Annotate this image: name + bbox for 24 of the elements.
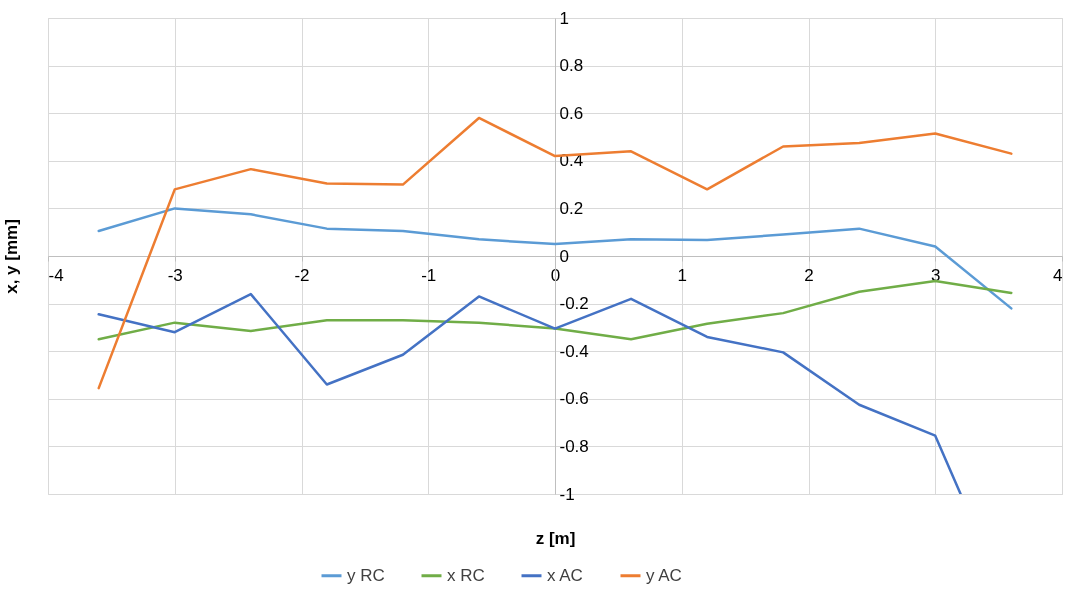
x-tick-label: -4 [48,265,64,285]
legend-label: x AC [547,565,583,585]
y-tick-label: 1 [559,8,569,28]
x-tick-label: 2 [804,265,814,285]
x-tick-label: 4 [1053,265,1063,285]
y-tick-label: 0.2 [559,198,584,218]
line-series [97,279,1013,341]
y-tick-label: 0.6 [559,103,584,123]
y-tick-label: -1 [559,484,575,504]
y-tick-label: -0.4 [559,341,589,361]
y-tick-label: 0.8 [559,56,584,76]
y-tick-label: -0.8 [559,436,589,456]
legend-label: y RC [347,565,385,585]
legend-label: y AC [646,565,682,585]
x-axis-title: z [m] [535,528,576,548]
y-tick-label: -0.2 [559,294,589,314]
y-tick-label: -0.6 [559,389,589,409]
x-tick-label: -3 [167,265,183,285]
x-tick-label: -2 [294,265,310,285]
x-tick-label: 1 [677,265,687,285]
legend-label: x RC [447,565,485,585]
x-tick-label: -1 [421,265,437,285]
y-tick-label: 0 [559,246,569,266]
y-axis-title: x, y [mm] [1,219,21,294]
